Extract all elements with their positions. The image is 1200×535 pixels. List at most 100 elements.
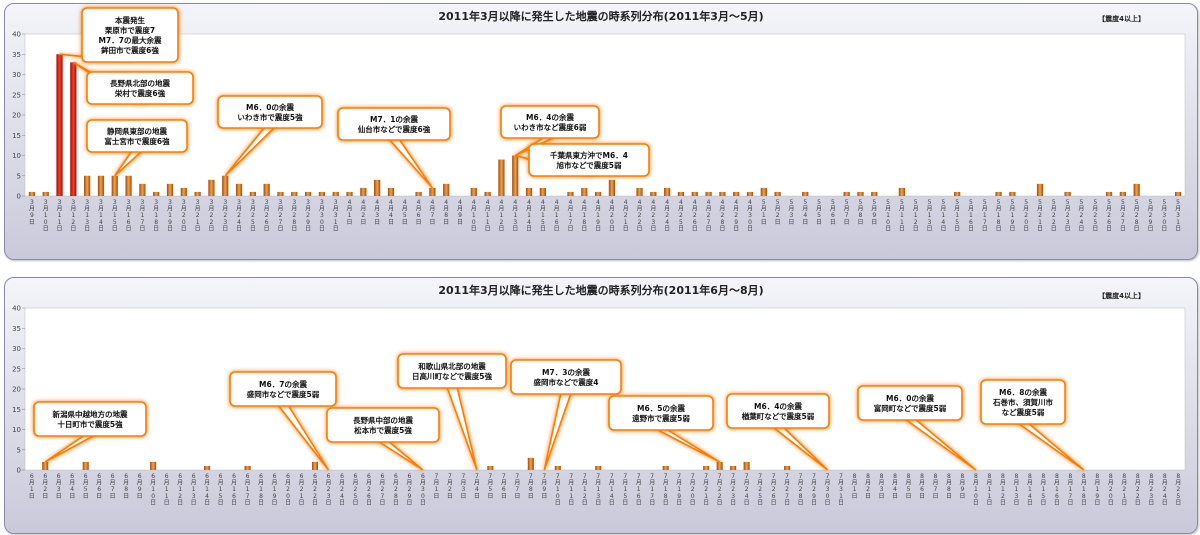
bar bbox=[42, 461, 49, 470]
chart-panel-mar-may: 2011年3月以降に発生した地震の時系列分布(2011年3月～5月) 【震度4以… bbox=[4, 3, 1198, 260]
callout-box bbox=[500, 105, 600, 139]
bar bbox=[743, 461, 750, 470]
bar bbox=[28, 191, 36, 196]
callout-box bbox=[528, 143, 650, 177]
callout-text: 旭市などで震度5弱 bbox=[555, 160, 622, 170]
chart-title: 2011年3月以降に発生した地震の時系列分布(2011年3月～5月) bbox=[438, 9, 763, 23]
callout-box bbox=[217, 95, 323, 129]
bar bbox=[97, 175, 105, 196]
bar bbox=[581, 187, 588, 196]
y-tick-label: 40 bbox=[12, 305, 21, 313]
callout-box bbox=[510, 359, 622, 395]
bar bbox=[636, 187, 643, 196]
bar bbox=[443, 183, 450, 196]
bar bbox=[954, 191, 961, 196]
bar bbox=[857, 191, 864, 196]
chart-svg-mar-may: 2011年3月以降に発生した地震の時系列分布(2011年3月～5月) 【震度4以… bbox=[12, 7, 1186, 232]
chart-svg-jun-aug: 2011年3月以降に発生した地震の時系列分布(2011年6月～8月) 【震度4以… bbox=[12, 283, 1186, 506]
y-tick-label: 15 bbox=[12, 406, 21, 414]
callout-text: いわき市など震度6弱 bbox=[514, 122, 587, 132]
callout-text: 日高川町などで震度5強 bbox=[412, 371, 493, 381]
y-tick-label: 30 bbox=[12, 345, 21, 353]
callout-text: 和歌山県北部の地震 bbox=[418, 361, 486, 371]
callout-text: M6．0の余震 bbox=[246, 102, 294, 112]
bar bbox=[318, 191, 326, 196]
bar bbox=[774, 191, 781, 196]
callout-text: M6．0の余震 bbox=[886, 393, 934, 403]
callout-box bbox=[337, 107, 451, 141]
callout-box bbox=[857, 385, 963, 421]
bar bbox=[222, 175, 229, 196]
bar bbox=[277, 191, 284, 196]
y-tick-label: 35 bbox=[12, 325, 21, 333]
callout-text: 栗原市で震度7 bbox=[105, 25, 155, 35]
bar bbox=[360, 187, 367, 196]
bar bbox=[498, 159, 505, 196]
y-tick-label: 20 bbox=[12, 112, 21, 120]
y-tick-label: 20 bbox=[12, 386, 21, 394]
bar bbox=[898, 187, 906, 196]
bar bbox=[1036, 183, 1044, 196]
bar bbox=[304, 191, 312, 196]
callout-text: 千葉県東方沖でM6．4 bbox=[550, 150, 628, 160]
bar bbox=[595, 465, 602, 470]
callout-text: 松本市で震度5強 bbox=[354, 425, 412, 435]
bar bbox=[608, 179, 616, 196]
